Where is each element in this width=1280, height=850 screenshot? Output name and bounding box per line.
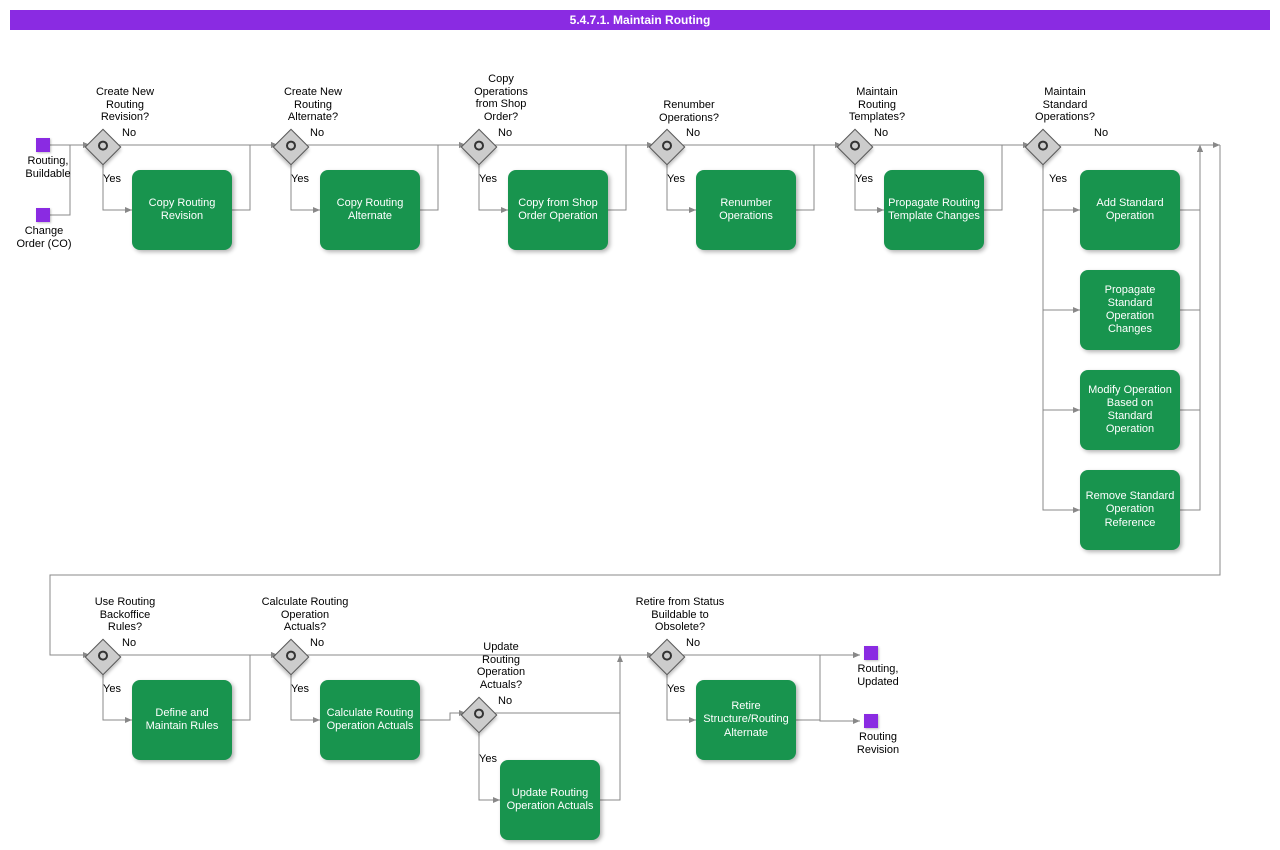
gateway-label: Copy Operations from Shop Order? xyxy=(446,73,556,124)
task[interactable]: Propagate Standard Operation Changes xyxy=(1080,270,1180,350)
task[interactable]: Add Standard Operation xyxy=(1080,170,1180,250)
task[interactable]: Propagate Routing Template Changes xyxy=(884,170,984,250)
edge-label: No xyxy=(686,127,700,139)
edge-label: Yes xyxy=(667,173,685,185)
edge-label: Yes xyxy=(291,683,309,695)
gateway-label: Retire from Status Buildable to Obsolete… xyxy=(625,596,735,634)
edge-label: Yes xyxy=(479,753,497,765)
end-event xyxy=(864,646,878,660)
edge-label: Yes xyxy=(291,173,309,185)
gateway-label: Create New Routing Revision? xyxy=(70,86,180,124)
edge-label: No xyxy=(122,127,136,139)
gateway-label: Maintain Routing Templates? xyxy=(822,86,932,124)
edge-label: Yes xyxy=(667,683,685,695)
edge-label: Yes xyxy=(479,173,497,185)
edge-label: Yes xyxy=(103,683,121,695)
task[interactable]: Copy from Shop Order Operation xyxy=(508,170,608,250)
start-event xyxy=(36,208,50,222)
edge-label: No xyxy=(122,637,136,649)
edge-label: No xyxy=(310,127,324,139)
edge-label: Yes xyxy=(1049,173,1067,185)
task[interactable]: Copy Routing Alternate xyxy=(320,170,420,250)
task[interactable]: Retire Structure/Routing Alternate xyxy=(696,680,796,760)
task[interactable]: Update Routing Operation Actuals xyxy=(500,760,600,840)
gateway-label: Renumber Operations? xyxy=(634,99,744,124)
end-event-label: Routing Revision xyxy=(848,731,908,756)
edge-label: No xyxy=(1094,127,1108,139)
edge-label: No xyxy=(498,695,512,707)
end-event xyxy=(864,714,878,728)
gateway-label: Create New Routing Alternate? xyxy=(258,86,368,124)
end-event-label: Routing, Updated xyxy=(848,663,908,688)
task[interactable]: Modify Operation Based on Standard Opera… xyxy=(1080,370,1180,450)
start-event-label: Routing, Buildable xyxy=(18,155,78,180)
task[interactable]: Calculate Routing Operation Actuals xyxy=(320,680,420,760)
gateway-label: Use Routing Backoffice Rules? xyxy=(70,596,180,634)
edge-label: Yes xyxy=(103,173,121,185)
edge-label: No xyxy=(874,127,888,139)
gateway-label: Calculate Routing Operation Actuals? xyxy=(250,596,360,634)
task[interactable]: Remove Standard Operation Reference xyxy=(1080,470,1180,550)
start-event-label: Change Order (CO) xyxy=(14,225,74,250)
edge-label: No xyxy=(686,637,700,649)
task[interactable]: Define and Maintain Rules xyxy=(132,680,232,760)
start-event xyxy=(36,138,50,152)
task[interactable]: Renumber Operations xyxy=(696,170,796,250)
edge-label: No xyxy=(498,127,512,139)
gateway-label: Update Routing Operation Actuals? xyxy=(446,641,556,692)
edge-label: Yes xyxy=(855,173,873,185)
gateway-label: Maintain Standard Operations? xyxy=(1010,86,1120,124)
edge-label: No xyxy=(310,637,324,649)
task[interactable]: Copy Routing Revision xyxy=(132,170,232,250)
